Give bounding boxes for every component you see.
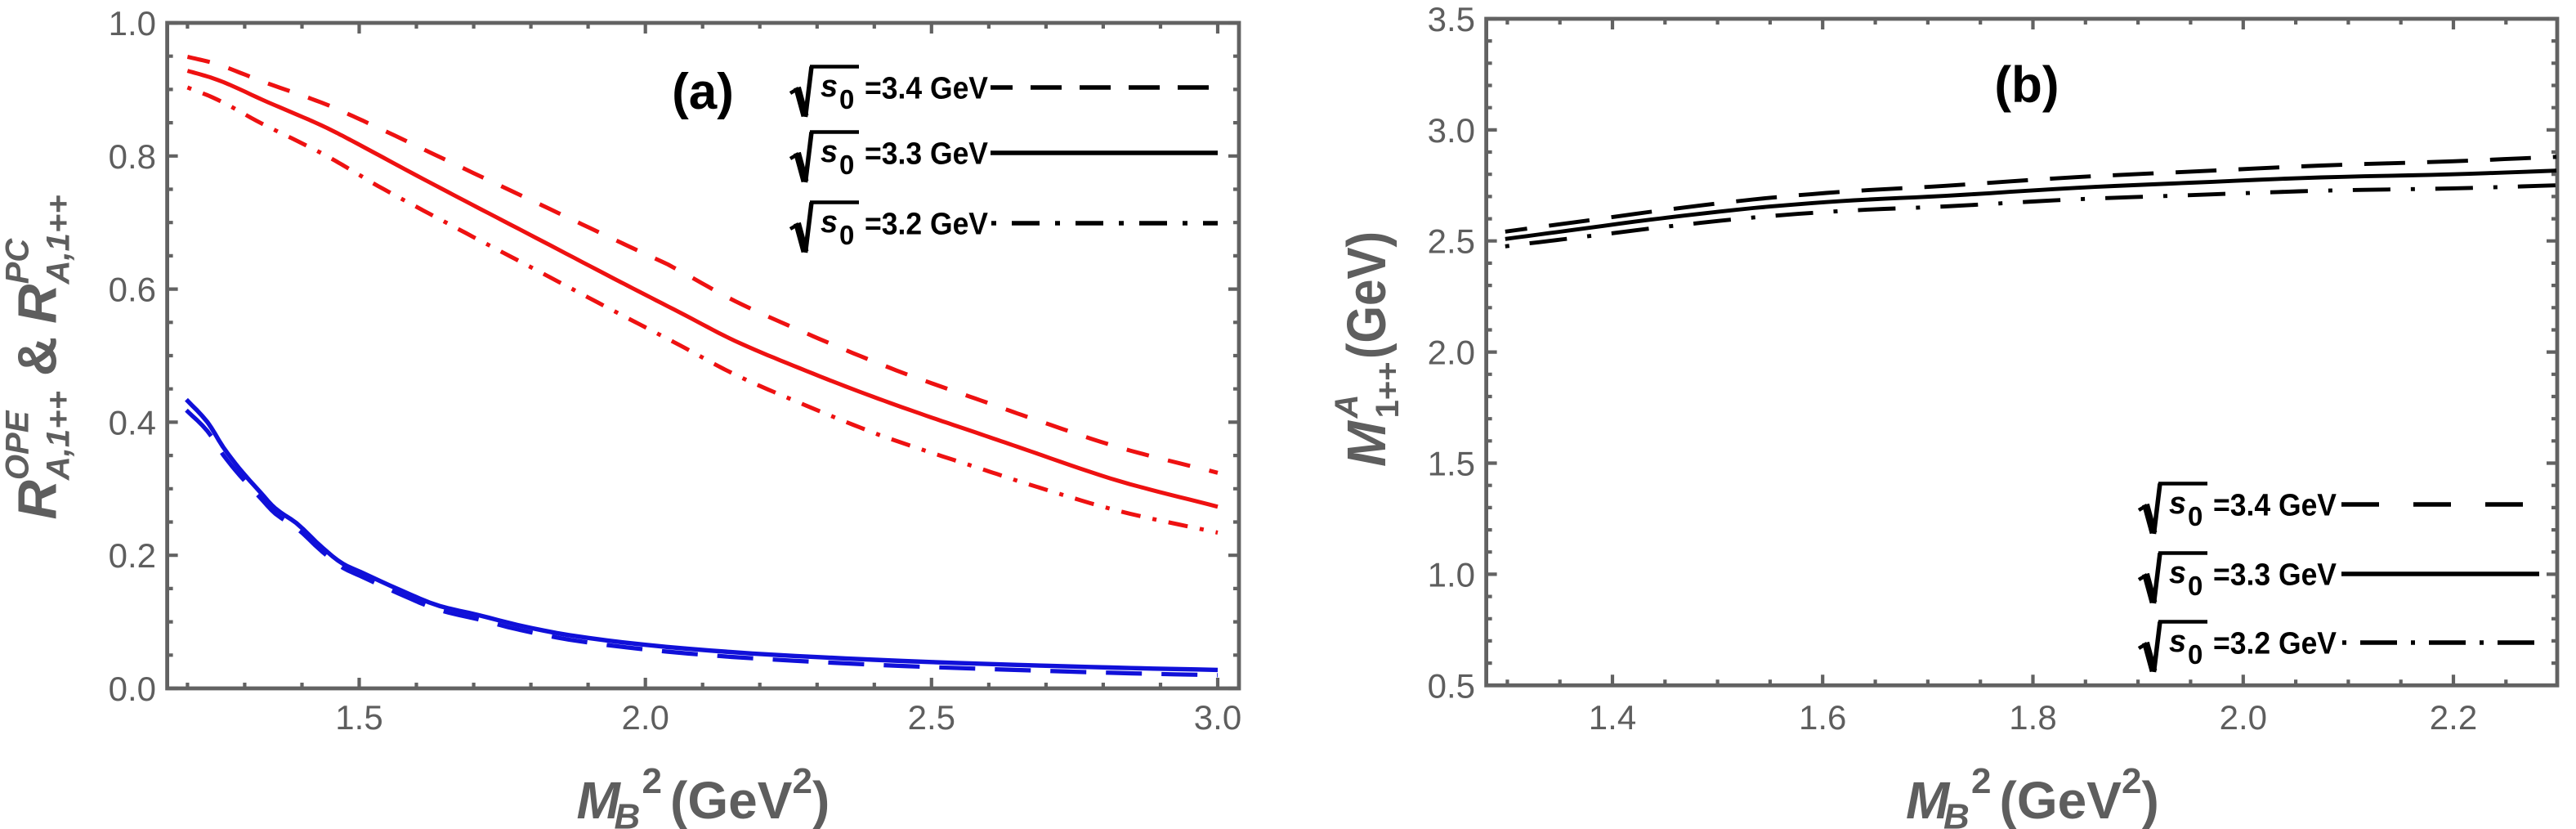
svg-text:2.0: 2.0 — [622, 698, 669, 737]
svg-text:0: 0 — [839, 150, 854, 180]
svg-text:0: 0 — [2188, 501, 2203, 531]
svg-text:(GeV): (GeV) — [1336, 231, 1398, 359]
svg-text:s: s — [821, 205, 838, 240]
svg-text:2.5: 2.5 — [908, 698, 955, 737]
svg-text:): ) — [812, 771, 830, 829]
svg-text:A,1++: A,1++ — [41, 195, 77, 285]
svg-text:2.5: 2.5 — [1428, 222, 1475, 261]
svg-text:=3.2 GeV: =3.2 GeV — [2213, 627, 2337, 661]
svg-text:0.0: 0.0 — [109, 670, 156, 708]
svg-text:&: & — [7, 337, 69, 376]
svg-text:PC: PC — [0, 238, 36, 285]
svg-text:s: s — [2169, 556, 2186, 590]
svg-text:1.4: 1.4 — [1589, 698, 1636, 737]
svg-text:=3.3 GeV: =3.3 GeV — [2213, 558, 2337, 593]
svg-text:2.0: 2.0 — [2220, 698, 2267, 737]
svg-text:B: B — [1943, 797, 1970, 829]
svg-text:0: 0 — [839, 84, 854, 114]
svg-text:0.6: 0.6 — [109, 271, 156, 309]
svg-text:1.8: 1.8 — [2009, 698, 2056, 737]
svg-text:2: 2 — [1971, 761, 1991, 801]
svg-text:s: s — [2169, 486, 2186, 521]
svg-text:1.5: 1.5 — [1428, 445, 1475, 483]
svg-text:1.0: 1.0 — [1428, 555, 1475, 594]
svg-text:3.5: 3.5 — [1428, 0, 1475, 38]
svg-text:2: 2 — [2122, 761, 2141, 801]
svg-text:0.4: 0.4 — [109, 403, 156, 441]
svg-text:=3.3 GeV: =3.3 GeV — [865, 137, 989, 172]
svg-text:s: s — [2169, 625, 2186, 659]
svg-text:OPE: OPE — [0, 410, 36, 480]
svg-text:M: M — [1906, 771, 1951, 829]
svg-text:2.2: 2.2 — [2430, 698, 2477, 737]
svg-text:3.0: 3.0 — [1428, 111, 1475, 150]
svg-text:2.0: 2.0 — [1428, 334, 1475, 372]
svg-text:=3.2 GeV: =3.2 GeV — [865, 208, 989, 242]
svg-text:1.6: 1.6 — [1799, 698, 1846, 737]
svg-text:0: 0 — [839, 220, 854, 250]
svg-text:M: M — [1336, 420, 1398, 467]
svg-text:A,1++: A,1++ — [41, 391, 77, 481]
svg-text:(b): (b) — [1994, 57, 2059, 114]
svg-text:1++: 1++ — [1370, 361, 1406, 418]
svg-text:R: R — [7, 480, 69, 519]
svg-text:2: 2 — [642, 761, 662, 801]
svg-text:A: A — [1329, 395, 1365, 419]
svg-text:=3.4 GeV: =3.4 GeV — [2213, 489, 2337, 523]
svg-text:(GeV: (GeV — [670, 771, 793, 829]
svg-text:0: 0 — [2188, 639, 2203, 670]
svg-text:1.5: 1.5 — [335, 698, 382, 737]
svg-text:0: 0 — [2188, 571, 2203, 601]
svg-text:0.2: 0.2 — [109, 536, 156, 575]
svg-text:0.8: 0.8 — [109, 137, 156, 176]
svg-text:M: M — [577, 771, 622, 829]
svg-text:=3.4 GeV: =3.4 GeV — [865, 72, 989, 106]
svg-text:3.0: 3.0 — [1194, 698, 1241, 737]
svg-text:s: s — [821, 135, 838, 169]
svg-text:1.0: 1.0 — [109, 4, 156, 43]
svg-text:): ) — [2142, 771, 2159, 829]
svg-text:(a): (a) — [672, 64, 734, 120]
svg-text:s: s — [821, 69, 838, 104]
svg-text:2: 2 — [793, 761, 812, 801]
svg-text:(GeV: (GeV — [2000, 771, 2122, 829]
svg-text:R: R — [7, 284, 69, 323]
svg-text:B: B — [615, 797, 641, 829]
svg-text:0.5: 0.5 — [1428, 666, 1475, 705]
